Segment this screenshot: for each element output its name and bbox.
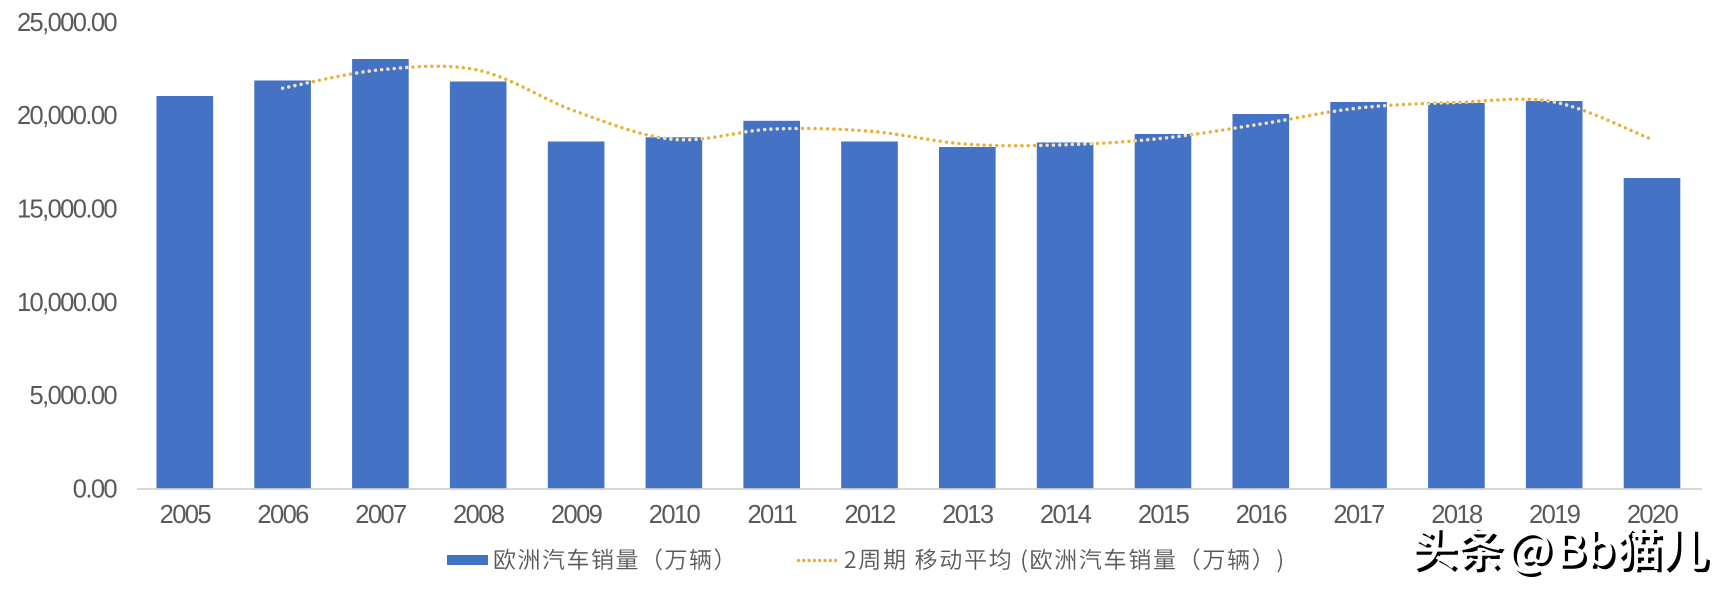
svg-text:2008: 2008 (453, 501, 505, 529)
svg-text:2009: 2009 (551, 501, 602, 529)
svg-text:2014: 2014 (1040, 501, 1092, 529)
svg-text:2012: 2012 (844, 501, 895, 529)
svg-text:5,000.00: 5,000.00 (30, 382, 118, 410)
svg-text:2007: 2007 (355, 501, 406, 529)
svg-text:2015: 2015 (1138, 501, 1190, 529)
svg-text:25,000.00: 25,000.00 (17, 9, 117, 37)
svg-text:2006: 2006 (257, 501, 309, 529)
svg-text:2018: 2018 (1431, 501, 1483, 529)
svg-text:0.00: 0.00 (73, 476, 118, 504)
svg-text:2005: 2005 (160, 501, 212, 529)
svg-text:20,000.00: 20,000.00 (17, 102, 117, 130)
svg-text:2016: 2016 (1236, 501, 1288, 529)
svg-text:10,000.00: 10,000.00 (17, 289, 117, 317)
svg-text:2013: 2013 (942, 501, 994, 529)
svg-text:2010: 2010 (649, 501, 701, 529)
svg-text:2011: 2011 (747, 501, 796, 529)
svg-text:15,000.00: 15,000.00 (17, 196, 117, 224)
svg-text:2020: 2020 (1627, 501, 1679, 529)
svg-text:2017: 2017 (1333, 501, 1384, 529)
svg-text:2019: 2019 (1529, 501, 1580, 529)
